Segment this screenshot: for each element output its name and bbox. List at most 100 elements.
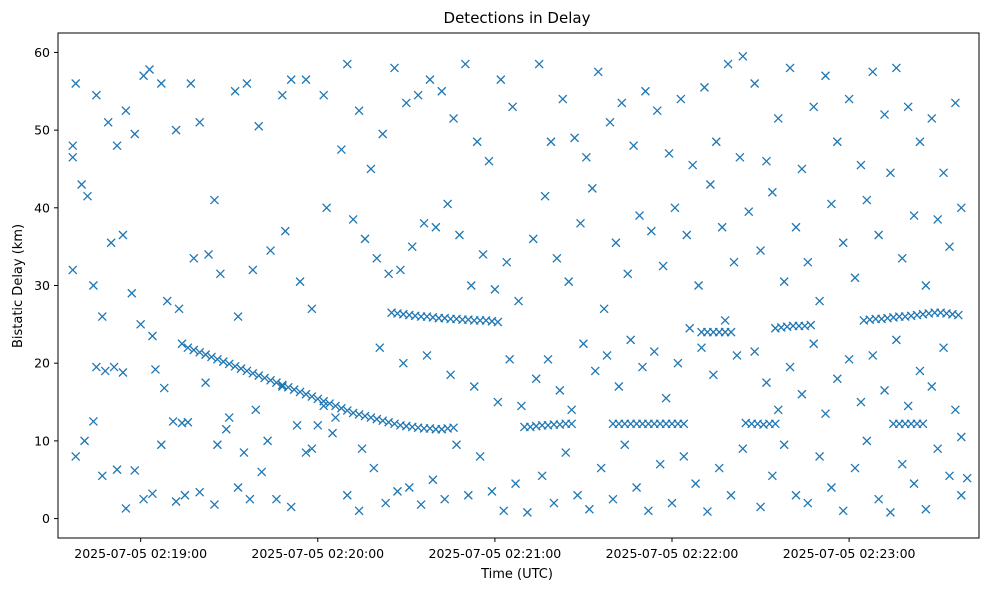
detection-marker (691, 479, 701, 489)
detection-marker (661, 393, 671, 403)
detection-marker (673, 358, 683, 368)
detection-marker (390, 419, 399, 429)
detection-marker (578, 339, 588, 349)
detection-marker (534, 59, 544, 69)
detection-marker (770, 419, 780, 429)
detection-marker (360, 234, 370, 244)
detection-marker (700, 82, 709, 92)
detection-marker (148, 489, 157, 499)
detection-marker (354, 506, 364, 516)
detection-marker (440, 494, 450, 504)
detection-marker (564, 277, 574, 287)
detection-marker (289, 385, 299, 395)
detection-marker (68, 141, 78, 151)
detection-marker (195, 117, 205, 127)
detection-marker (803, 498, 813, 508)
detection-marker (528, 234, 538, 244)
detection-marker (401, 98, 411, 108)
detection-marker (121, 504, 131, 513)
plot-area (57, 32, 980, 539)
detection-marker (490, 284, 500, 294)
detection-marker (723, 59, 733, 69)
detection-marker (68, 265, 78, 275)
detection-marker (868, 67, 878, 77)
detection-marker (118, 368, 128, 377)
detection-marker (372, 414, 382, 424)
detection-marker (945, 242, 954, 252)
detection-marker (97, 471, 107, 481)
detection-marker (640, 86, 650, 96)
detection-marker (331, 413, 340, 423)
detection-marker (266, 375, 275, 385)
detection-marker (939, 168, 949, 178)
detection-marker (472, 137, 482, 147)
detection-marker (744, 207, 754, 217)
detection-marker (838, 506, 848, 516)
detection-marker (531, 374, 541, 384)
detection-marker (378, 129, 388, 139)
detection-marker (130, 465, 140, 475)
detection-marker (711, 137, 721, 147)
y-tick-label: 50 (34, 123, 50, 138)
detection-marker (91, 362, 101, 372)
detection-marker (652, 106, 662, 116)
detection-marker (313, 394, 323, 404)
detection-marker (106, 238, 116, 248)
detection-marker (732, 350, 742, 360)
detection-marker (183, 343, 193, 353)
detection-marker (953, 310, 963, 320)
detection-marker (897, 459, 907, 469)
detection-marker (791, 222, 801, 232)
detection-marker (599, 304, 609, 314)
detection-marker (325, 399, 335, 409)
detection-marker (511, 479, 521, 489)
detection-marker (236, 364, 246, 374)
detection-marker (71, 451, 81, 461)
detection-marker (516, 401, 526, 411)
detection-marker (702, 507, 712, 517)
detection-marker (369, 463, 379, 473)
detection-marker (850, 463, 860, 473)
detection-marker (821, 409, 830, 419)
detection-marker (277, 90, 287, 100)
detection-marker (248, 368, 258, 378)
detection-marker (407, 242, 417, 252)
detection-marker (245, 494, 255, 504)
detection-marker (174, 304, 184, 314)
detection-marker (915, 137, 925, 147)
detection-marker (962, 473, 972, 483)
detection-marker (112, 141, 122, 151)
detection-marker (254, 121, 264, 131)
detection-marker (295, 277, 305, 287)
detection-marker (570, 133, 580, 143)
detection-marker (708, 370, 718, 380)
detection-marker (593, 67, 603, 77)
detection-marker (756, 502, 766, 512)
detection-marker (891, 63, 901, 73)
detection-marker (679, 451, 689, 461)
detection-marker (280, 226, 290, 236)
detection-marker (909, 479, 919, 489)
detection-marker (171, 125, 181, 135)
detection-marker (496, 75, 506, 85)
x-tick-label: 2025-07-05 02:20:00 (251, 546, 384, 561)
detection-marker (862, 195, 872, 205)
detection-marker (915, 366, 925, 376)
detection-marker (885, 168, 895, 178)
detection-marker (88, 281, 98, 290)
detection-marker (815, 296, 825, 306)
detection-marker (682, 230, 692, 240)
detection-marker (549, 498, 559, 508)
detection-marker (738, 444, 748, 454)
detection-marker (209, 500, 219, 510)
y-tick-label: 0 (42, 511, 50, 526)
detection-marker (127, 288, 137, 298)
detection-marker (156, 440, 166, 450)
detection-marker (762, 378, 771, 388)
detection-marker (679, 419, 689, 429)
detection-marker (393, 486, 402, 496)
detection-marker (372, 253, 382, 263)
detection-marker (180, 490, 190, 500)
detection-marker (791, 490, 801, 500)
